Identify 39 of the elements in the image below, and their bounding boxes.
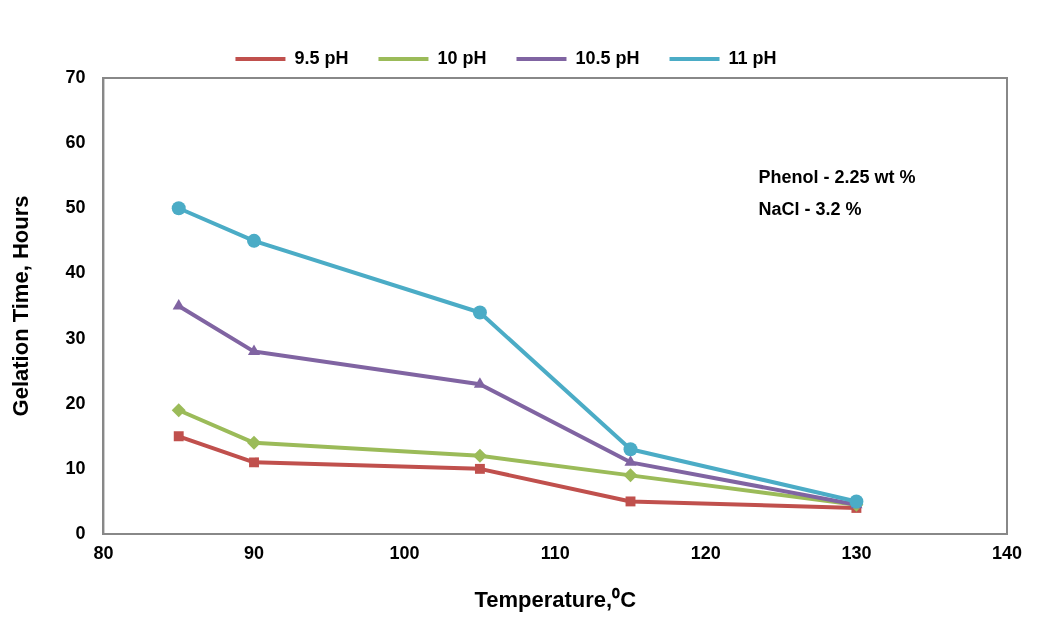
y-axis-title: Gelation Time, Hours [8, 195, 34, 417]
y-tick-label: 40 [65, 262, 86, 283]
x-axis-title: Temperature,⁰C [474, 586, 637, 612]
point [171, 403, 186, 418]
point [624, 455, 637, 466]
point [171, 201, 186, 216]
point [472, 448, 487, 463]
x-tick-label: 100 [389, 542, 420, 563]
point [474, 463, 485, 474]
x-tick-label: 120 [690, 542, 721, 563]
y-tick-label: 70 [65, 66, 86, 87]
x-tick-label: 140 [991, 542, 1023, 563]
legend-label: 10 pH [437, 47, 487, 68]
legend-label: 11 pH [728, 47, 777, 68]
point [623, 468, 638, 483]
legend-label: 10.5 pH [575, 47, 640, 68]
x-tick-label: 130 [841, 542, 872, 563]
y-tick-label: 0 [75, 522, 86, 543]
y-tick-label: 30 [65, 327, 86, 348]
point [173, 431, 184, 442]
point [247, 233, 262, 248]
y-tick-label: 60 [65, 132, 86, 153]
annotation: NaCl - 3.2 % [758, 198, 862, 219]
point [247, 344, 261, 356]
x-tick-label: 80 [93, 542, 114, 563]
point [249, 457, 259, 468]
y-tick-label: 10 [65, 457, 86, 478]
point [472, 305, 487, 320]
point [247, 435, 262, 450]
legend-label: 9.5 pH [294, 47, 349, 68]
x-tick-label: 110 [540, 542, 570, 563]
point [625, 496, 636, 507]
point [172, 299, 185, 310]
y-tick-label: 50 [65, 197, 86, 218]
point [473, 377, 486, 388]
y-tick-label: 20 [65, 392, 86, 413]
x-tick-label: 90 [244, 542, 265, 563]
point [623, 442, 638, 457]
annotation: Phenol - 2.25 wt % [758, 166, 916, 187]
